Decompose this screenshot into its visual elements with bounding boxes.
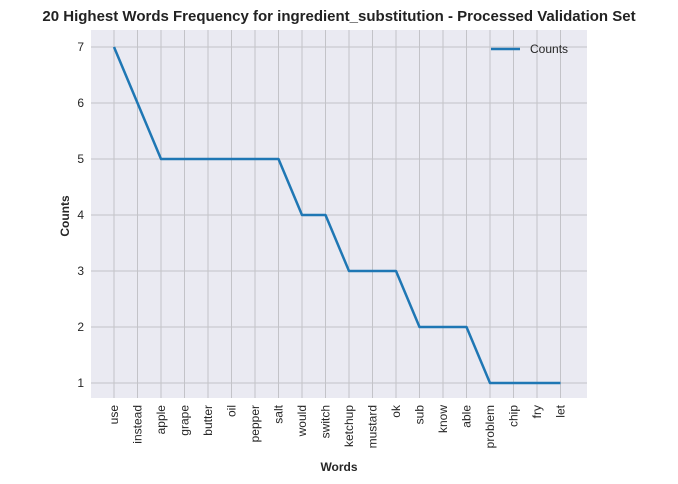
y-tick-label: 5 — [77, 152, 84, 166]
y-tick-label: 7 — [77, 40, 84, 54]
y-tick-label: 1 — [77, 376, 84, 390]
x-tick-label: apple — [154, 405, 168, 435]
x-tick-label: grape — [178, 405, 192, 436]
x-tick-label: salt — [272, 404, 286, 423]
x-tick-label: butter — [201, 405, 215, 436]
x-tick-label: oil — [225, 405, 239, 417]
x-tick-label: would — [295, 405, 309, 437]
legend-label-counts: Counts — [530, 42, 568, 56]
series-layer — [112, 46, 561, 385]
y-tick-labels: 1 2 3 4 5 6 7 — [77, 40, 84, 390]
y-tick-label: 6 — [77, 96, 84, 110]
x-axis-label: Words — [320, 460, 357, 474]
x-tick-label: able — [460, 405, 474, 428]
legend: Counts — [491, 42, 568, 56]
x-tick-label: instead — [131, 405, 145, 444]
series-line-counts — [112, 46, 561, 385]
x-tick-labels: use instead apple grape butter oil pepper salt w… — [107, 404, 568, 448]
x-tick-label: chip — [507, 405, 521, 427]
grid-lines — [91, 30, 587, 398]
x-tick-label: use — [107, 405, 121, 425]
y-tick-label: 4 — [77, 208, 84, 222]
y-tick-label: 2 — [77, 320, 84, 334]
x-tick-label: fry — [530, 405, 544, 418]
chart-title: 20 Highest Words Frequency for ingredien… — [42, 8, 636, 25]
x-tick-label: let — [554, 404, 568, 417]
x-tick-label: problem — [483, 405, 497, 448]
x-tick-label: mustard — [366, 405, 380, 448]
x-tick-label: know — [436, 405, 450, 433]
x-tick-label: pepper — [248, 405, 262, 442]
y-axis-label: Counts — [58, 195, 72, 237]
y-tick-label: 3 — [77, 264, 84, 278]
plot-area — [91, 30, 587, 398]
x-tick-label: ketchup — [342, 405, 356, 447]
x-tick-label: sub — [413, 405, 427, 425]
x-tick-label: ok — [389, 404, 403, 418]
x-tick-label: switch — [319, 405, 333, 438]
